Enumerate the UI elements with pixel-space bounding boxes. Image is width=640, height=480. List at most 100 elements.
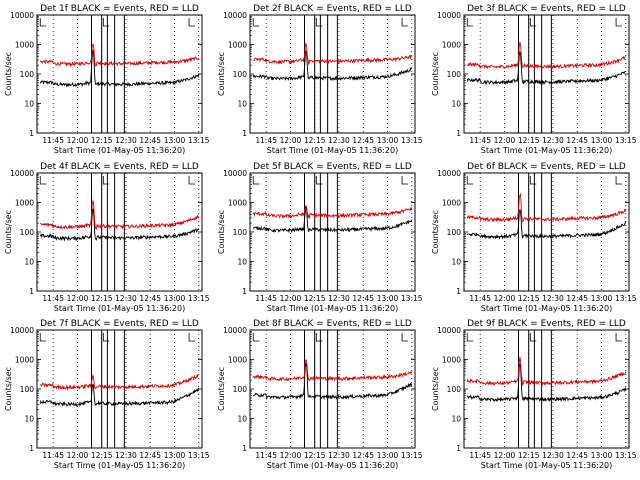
y-tick-label: 1000	[15, 41, 34, 50]
lld-series-line	[466, 192, 627, 223]
y-tick-label: 10	[451, 100, 461, 109]
y-tick-label: 1000	[442, 41, 461, 50]
x-tick-label: 13:00	[591, 136, 613, 145]
y-tick-label: 10000	[10, 326, 34, 335]
y-tick-label: 1	[29, 287, 34, 296]
y-tick-label: 1000	[228, 199, 247, 208]
segment-bracket	[615, 176, 623, 185]
segment-bracket	[39, 18, 47, 27]
x-tick-label: 13:15	[615, 451, 637, 460]
panel-title: Det 7f BLACK = Events, RED = LLD	[40, 319, 199, 329]
x-tick-label: 12:30	[115, 294, 137, 303]
segment-bracket	[615, 18, 623, 27]
y-tick-label: 10000	[223, 169, 247, 178]
x-tick-label: 12:00	[494, 294, 516, 303]
y-tick-label: 1000	[442, 199, 461, 208]
events-series-line	[252, 362, 413, 401]
segment-bracket	[401, 18, 409, 27]
panel-title: Det 3f BLACK = Events, RED = LLD	[467, 4, 626, 14]
x-tick-label: 12:15	[304, 294, 326, 303]
y-tick-label: 1000	[228, 356, 247, 365]
detector-panel-7: Det 7f BLACK = Events, RED = LLD 11:45 12:…	[4, 319, 210, 470]
x-axis-label: Start Time (01-May-05 11:36:20)	[481, 304, 612, 313]
x-tick-label: 12:00	[494, 136, 516, 145]
y-tick-label: 10	[451, 258, 461, 267]
x-tick-label: 12:30	[328, 451, 350, 460]
segment-bracket	[529, 176, 537, 185]
plot-frame	[36, 172, 203, 292]
y-tick-label: 100	[447, 228, 462, 237]
x-tick-label: 13:00	[377, 294, 399, 303]
segment-bracket	[252, 333, 260, 342]
segment-bracket	[466, 18, 474, 27]
x-axis-label: Start Time (01-May-05 11:36:20)	[267, 146, 398, 155]
x-tick-label: 11:45	[42, 136, 64, 145]
y-tick-label: 1	[242, 129, 247, 138]
segment-bracket	[529, 18, 537, 27]
y-tick-label: 100	[447, 385, 462, 394]
events-series-line	[252, 50, 413, 82]
y-tick-label: 100	[233, 70, 248, 79]
y-axis-label: Counts/sec	[431, 52, 440, 96]
segment-bracket	[188, 176, 196, 185]
x-tick-label: 13:15	[401, 451, 423, 460]
x-axis-label: Start Time (01-May-05 11:36:20)	[267, 461, 398, 470]
x-tick-label: 13:15	[188, 294, 210, 303]
segment-bracket	[252, 176, 260, 185]
x-tick-label: 13:00	[164, 294, 186, 303]
x-tick-label: 12:45	[352, 136, 374, 145]
lld-series-line	[252, 43, 413, 66]
y-tick-label: 10000	[437, 11, 461, 20]
x-tick-label: 13:00	[591, 294, 613, 303]
x-tick-label: 13:15	[188, 451, 210, 460]
y-tick-label: 1	[29, 129, 34, 138]
lld-series-line	[39, 43, 200, 68]
y-tick-label: 1	[456, 287, 461, 296]
segment-bracket	[315, 333, 323, 342]
x-tick-label: 13:00	[164, 451, 186, 460]
x-axis-label: Start Time (01-May-05 11:36:20)	[481, 461, 612, 470]
x-tick-label: 11:45	[255, 136, 277, 145]
panel-title: Det 8f BLACK = Events, RED = LLD	[253, 319, 412, 329]
plot-frame	[463, 329, 630, 449]
y-axis-label: Counts/sec	[217, 210, 226, 254]
events-series-line	[39, 383, 200, 407]
x-tick-label: 13:15	[615, 294, 637, 303]
y-tick-label: 10	[24, 100, 34, 109]
y-tick-label: 1000	[15, 199, 34, 208]
x-tick-label: 12:15	[91, 451, 113, 460]
y-tick-label: 1	[242, 287, 247, 296]
x-tick-label: 12:45	[566, 294, 588, 303]
x-tick-label: 13:00	[377, 136, 399, 145]
segment-bracket	[252, 18, 260, 27]
x-tick-label: 12:45	[139, 294, 161, 303]
x-axis-label: Start Time (01-May-05 11:36:20)	[54, 146, 185, 155]
plot-frame	[249, 329, 416, 449]
x-axis-label: Start Time (01-May-05 11:36:20)	[54, 304, 185, 313]
events-series-line	[466, 209, 627, 240]
y-tick-label: 100	[20, 70, 35, 79]
x-tick-label: 12:00	[494, 451, 516, 460]
plot-frame	[249, 14, 416, 134]
panel-title: Det 6f BLACK = Events, RED = LLD	[467, 162, 626, 172]
x-tick-label: 12:15	[91, 136, 113, 145]
y-tick-label: 10000	[223, 326, 247, 335]
events-series-line	[466, 363, 627, 403]
y-axis-label: Counts/sec	[4, 367, 13, 411]
panel-title: Det 9f BLACK = Events, RED = LLD	[467, 319, 626, 329]
x-tick-label: 11:45	[469, 451, 491, 460]
x-tick-label: 12:30	[542, 294, 564, 303]
y-tick-label: 10	[24, 258, 34, 267]
panel-title: Det 4f BLACK = Events, RED = LLD	[40, 162, 199, 172]
y-tick-label: 1	[29, 444, 34, 453]
y-tick-label: 10000	[223, 11, 247, 20]
x-tick-label: 11:45	[42, 451, 64, 460]
x-tick-label: 12:30	[115, 451, 137, 460]
y-tick-label: 10	[237, 415, 247, 424]
plot-frame	[463, 14, 630, 134]
panel-title: Det 2f BLACK = Events, RED = LLD	[253, 4, 412, 14]
segment-bracket	[401, 333, 409, 342]
